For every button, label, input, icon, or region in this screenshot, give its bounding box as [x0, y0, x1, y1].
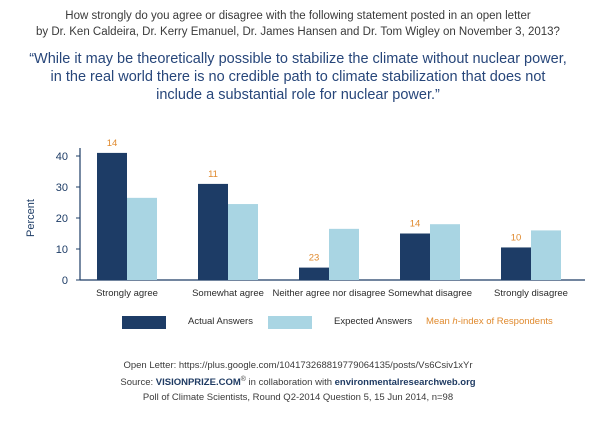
bar-actual	[299, 267, 329, 280]
legend-hindex-prefix: Mean	[426, 316, 453, 327]
hindex-label: 11	[208, 169, 218, 180]
legend-expected-label: Expected Answers	[334, 316, 413, 327]
x-category-label: Strongly disagree	[494, 288, 568, 299]
footer-source-reg: ®	[240, 376, 246, 383]
legend-expected-swatch	[268, 316, 312, 329]
bar-expected	[228, 204, 258, 280]
quote-text: “While it may be theoretically possible …	[0, 50, 596, 104]
footer-source-prefix: Source:	[120, 377, 156, 389]
bar-expected	[430, 224, 460, 280]
y-tick-label: 10	[56, 244, 68, 256]
bar-expected	[531, 230, 561, 280]
legend-actual-label: Actual Answers	[188, 316, 253, 327]
quote-line-3: include a substantial role for nuclear p…	[156, 87, 440, 103]
hindex-label: 14	[410, 219, 421, 230]
hindex-label: 10	[511, 232, 522, 243]
bar-actual	[501, 247, 531, 280]
bar-expected	[329, 228, 359, 280]
footer-source-partner: environmentalresearchweb.org	[334, 377, 476, 389]
bar-actual	[97, 152, 127, 280]
footer-poll: Poll of Climate Scientists, Round Q2-201…	[142, 392, 454, 403]
y-tick-label: 40	[56, 151, 68, 163]
y-axis-label: Percent	[25, 199, 37, 237]
footer-open-letter: Open Letter: https://plus.google.com/104…	[123, 360, 473, 371]
bar-actual	[198, 183, 228, 280]
y-tick-label: 0	[62, 275, 68, 287]
legend-hindex: Mean h-index of Respondents	[426, 316, 553, 327]
x-category-label: Somewhat agree	[192, 288, 264, 299]
question-line-2: by Dr. Ken Caldeira, Dr. Kerry Emanuel, …	[36, 26, 560, 38]
x-category-label: Strongly agree	[96, 288, 158, 299]
legend-hindex-italic: h	[452, 316, 458, 327]
x-category-label: Neither agree nor disagree	[272, 288, 385, 299]
legend-hindex-suffix: -index of Respondents	[457, 316, 553, 327]
quote-line-2: in the real world there is no credible p…	[50, 69, 546, 85]
hindex-label: 23	[309, 253, 320, 264]
footer-source: Source: VISIONPRIZE.COM® in collaboratio…	[0, 376, 596, 388]
question-line-1: How strongly do you agree or disagree wi…	[65, 10, 531, 22]
legend-actual-swatch	[122, 316, 166, 329]
footer-source-brand: VISIONPRIZE.COM	[155, 377, 241, 389]
y-tick-label: 20	[56, 213, 68, 225]
hindex-label: 14	[107, 138, 118, 149]
quote-line-1: “While it may be theoretically possible …	[29, 51, 567, 67]
footer-source-mid: in collaboration with	[245, 377, 335, 389]
y-tick-label: 30	[56, 182, 68, 194]
x-category-label: Somewhat disagree	[388, 288, 472, 299]
bar-actual	[400, 233, 430, 280]
question-text: How strongly do you agree or disagree wi…	[0, 8, 596, 40]
bar-expected	[127, 197, 157, 280]
